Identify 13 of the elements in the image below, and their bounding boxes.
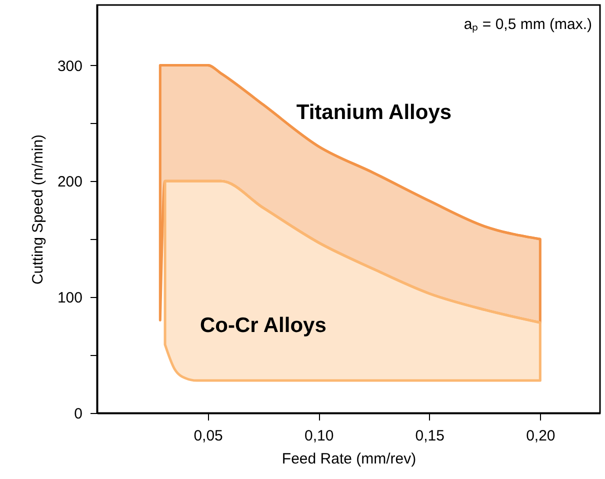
y-tick-label: 100: [57, 290, 82, 307]
x-tick-label: 0,05: [194, 428, 223, 444]
series-label: Titanium Alloys: [296, 100, 452, 124]
y-tick-label: 300: [57, 58, 82, 75]
y-axis-title: Cutting Speed (m/min): [29, 134, 46, 285]
x-tick-label: 0,10: [304, 428, 334, 444]
annotation: aₚ = 0,5 mm (max.): [464, 16, 592, 33]
text: Co-Cr Alloys: [200, 314, 326, 338]
y-tick-label: 200: [57, 174, 82, 191]
y-tick-label: 0: [74, 406, 82, 422]
x-axis-title: Feed Rate (mm/rev): [282, 450, 416, 468]
x-tick-label: 0,20: [526, 428, 556, 444]
x-tick-label: 0,15: [415, 428, 444, 444]
